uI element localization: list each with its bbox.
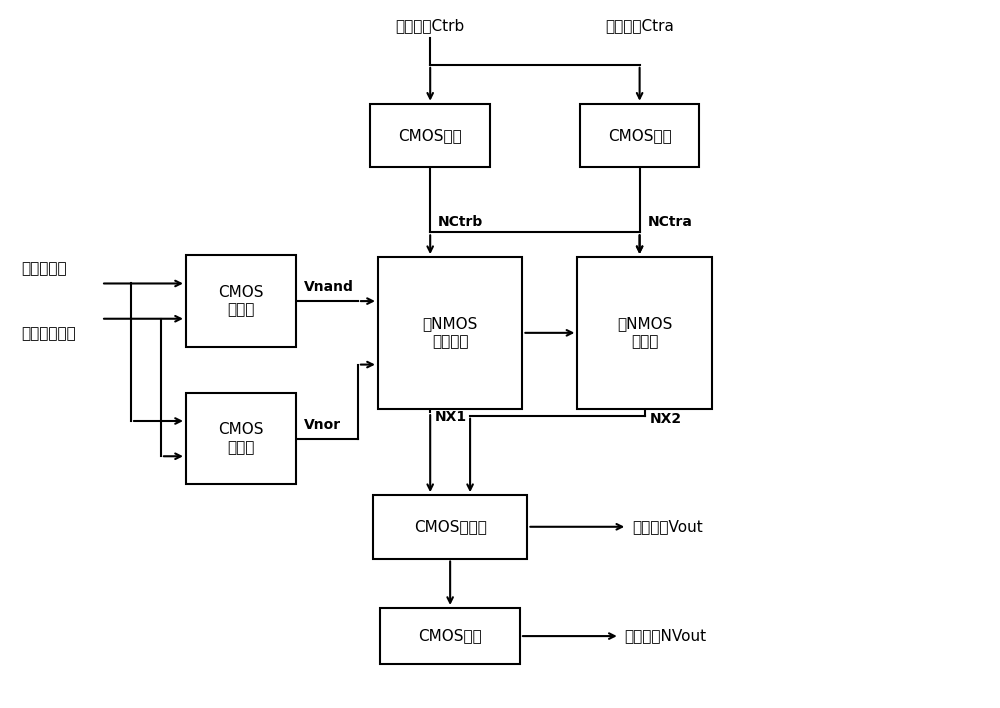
Text: NCtrb: NCtrb bbox=[438, 215, 483, 229]
Text: NCtra: NCtra bbox=[648, 215, 692, 229]
Text: 控制信号Ctrb: 控制信号Ctrb bbox=[396, 18, 465, 33]
Bar bbox=[370, 103, 490, 167]
Text: 选通后信号: 选通后信号 bbox=[21, 261, 67, 276]
Text: CMOS
与非门: CMOS 与非门 bbox=[218, 285, 263, 317]
Bar bbox=[577, 257, 712, 409]
Text: CMOS非门: CMOS非门 bbox=[608, 128, 671, 143]
Text: 伪NMOS
与非门: 伪NMOS 与非门 bbox=[617, 316, 672, 349]
Bar bbox=[186, 256, 296, 347]
Bar bbox=[373, 495, 527, 559]
Text: 输出信号Vout: 输出信号Vout bbox=[632, 519, 703, 535]
Text: NX2: NX2 bbox=[650, 412, 682, 426]
Text: CMOS非门: CMOS非门 bbox=[418, 629, 482, 644]
Text: Vnor: Vnor bbox=[304, 418, 341, 432]
Text: CMOS异或门: CMOS异或门 bbox=[414, 519, 487, 535]
Text: 输出信号NVout: 输出信号NVout bbox=[625, 629, 707, 644]
Text: Vnand: Vnand bbox=[304, 280, 353, 294]
Text: 控制信号Ctra: 控制信号Ctra bbox=[605, 18, 674, 33]
Bar bbox=[580, 103, 699, 167]
Bar bbox=[380, 608, 520, 664]
Bar bbox=[378, 257, 522, 409]
Text: 伪NMOS
与或非门: 伪NMOS 与或非门 bbox=[422, 316, 478, 349]
Text: NX1: NX1 bbox=[435, 410, 467, 424]
Text: CMOS非门: CMOS非门 bbox=[398, 128, 462, 143]
Bar bbox=[186, 393, 296, 484]
Text: CMOS
或非门: CMOS 或非门 bbox=[218, 423, 263, 455]
Text: 第二输入信号: 第二输入信号 bbox=[21, 326, 76, 341]
